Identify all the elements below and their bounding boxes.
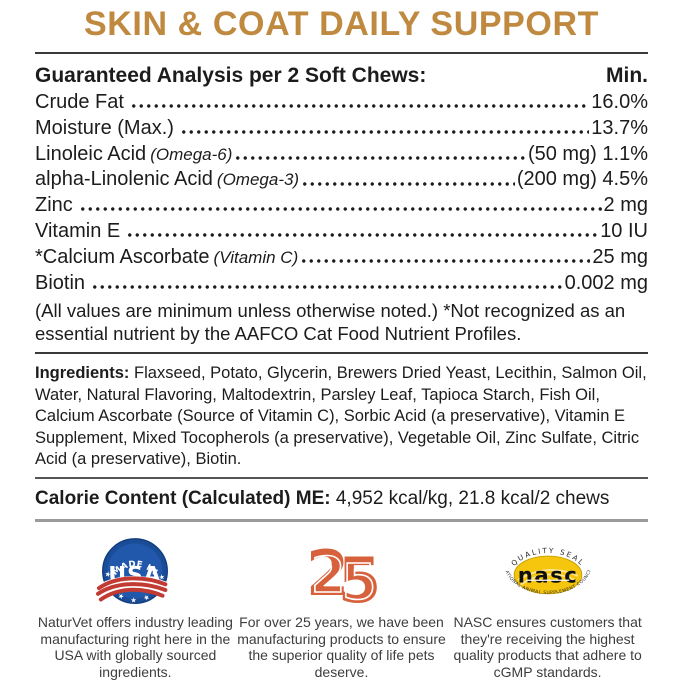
dot-leader — [91, 270, 563, 297]
nutrient-value: (200 mg) 4.5% — [516, 168, 648, 191]
seal-swoosh — [517, 568, 578, 586]
analysis-row: *Calcium Ascorbate (Vitamin C) 25 mg — [35, 244, 648, 271]
dot-leader — [179, 115, 590, 142]
nutrient-name: alpha-Linolenic Acid — [35, 168, 213, 191]
analysis-table: Crude Fat 16.0% Moisture (Max.) 13.7% Li… — [35, 90, 648, 297]
nutrient-value: 16.0% — [591, 91, 648, 113]
nutrient-value: 25 mg — [592, 245, 648, 268]
dot-leader — [126, 218, 599, 245]
badge-row: ★ MADE IN ★ USA ★ ★ ★ ★ ★ ★ ★ NaturVet o… — [35, 535, 648, 681]
ingredients-label: Ingredients: — [35, 364, 130, 383]
digit-2-inline: 2 — [311, 547, 345, 604]
analysis-footnote: (All values are minimum unless otherwise… — [35, 300, 626, 345]
analysis-row: alpha-Linolenic Acid (Omega-3) (200 mg) 4… — [35, 167, 648, 194]
nasc-seal-icon: QUALITY SEAL nasc NATIONAL ANIMAL SUPPLE… — [492, 535, 604, 609]
ingredients-paragraph: Ingredients: Flaxseed, Potato, Glycerin,… — [35, 363, 648, 471]
dot-leader — [300, 244, 591, 271]
25-years-icon: 2 5 2 5 — [296, 535, 388, 609]
made-in-usa-column: ★ MADE IN ★ USA ★ ★ ★ ★ ★ ★ ★ NaturVet o… — [37, 535, 234, 681]
nasc-center-text: nasc — [517, 563, 577, 588]
dot-leader — [234, 141, 526, 168]
nutrient-value: 2 mg — [603, 194, 648, 217]
dot-leader — [78, 193, 602, 219]
nutrient-name: *Calcium Ascorbate — [35, 245, 210, 268]
nutrient-note: (Omega-6) — [150, 144, 233, 164]
calorie-label: Calorie Content (Calculated) ME: — [35, 487, 331, 509]
analysis-header-row: Guaranteed Analysis per 2 Soft Chews: Mi… — [35, 63, 648, 88]
made-in-usa-seal-icon: ★ MADE IN ★ USA ★ ★ ★ ★ ★ ★ ★ — [85, 535, 185, 609]
calorie-content-line: Calorie Content (Calculated) ME: 4,952 k… — [35, 487, 648, 510]
flag-stripes — [92, 575, 173, 602]
nutrient-note: (Omega-3) — [216, 170, 300, 190]
nasc-caption: NASC ensures customers that they're rece… — [453, 613, 642, 681]
nutrient-name: Biotin — [35, 271, 86, 294]
divider — [35, 52, 648, 54]
nutrient-name: Zinc — [35, 194, 73, 217]
nutrient-note: (Vitamin C) — [213, 247, 299, 267]
analysis-min-label: Min. — [606, 64, 648, 87]
analysis-row: Zinc 2 mg — [35, 193, 648, 219]
page-title: SKIN & COAT DAILY SUPPORT — [84, 5, 599, 43]
analysis-row: Vitamin E 10 IU — [35, 218, 648, 245]
25-years-column: 2 5 2 5 For over 25 years, we have been … — [234, 535, 450, 681]
nutrient-value: 10 IU — [600, 219, 648, 242]
analysis-row: Linoleic Acid (Omega-6) (50 mg) 1.1% — [35, 141, 648, 168]
digit-5: 5 — [338, 544, 381, 607]
nutrient-name: Vitamin E — [35, 219, 121, 242]
calorie-value: 4,952 kcal/kg, 21.8 kcal/2 chews — [335, 487, 610, 509]
digit-2: 2 — [306, 537, 349, 607]
analysis-row: Moisture (Max.) 13.7% — [35, 115, 648, 142]
nutrient-value: 0.002 mg — [564, 271, 648, 294]
divider — [35, 352, 648, 355]
nasc-column: QUALITY SEAL nasc NATIONAL ANIMAL SUPPLE… — [449, 535, 646, 681]
nutrient-name: Moisture (Max.) — [35, 116, 174, 139]
nutrient-value: 13.7% — [591, 116, 648, 139]
nutrient-name: Crude Fat — [35, 91, 124, 113]
dot-leader — [301, 167, 515, 194]
analysis-row: Biotin 0.002 mg — [35, 270, 648, 297]
digit-5-inline: 5 — [342, 554, 376, 607]
divider — [35, 476, 648, 479]
nutrient-value: (50 mg) 1.1% — [527, 142, 648, 165]
ingredients-text: Flaxseed, Potato, Glycerin, Brewers Drie… — [35, 364, 647, 469]
25-years-caption: For over 25 years, we have been manufact… — [237, 613, 446, 681]
divider — [35, 518, 648, 522]
analysis-header: Guaranteed Analysis per 2 Soft Chews: — [35, 64, 427, 87]
dot-leader — [129, 90, 590, 116]
nutrient-name: Linoleic Acid — [35, 142, 147, 165]
analysis-row: Crude Fat 16.0% — [35, 90, 648, 116]
made-in-usa-caption: NaturVet offers industry leading manufac… — [37, 613, 233, 681]
